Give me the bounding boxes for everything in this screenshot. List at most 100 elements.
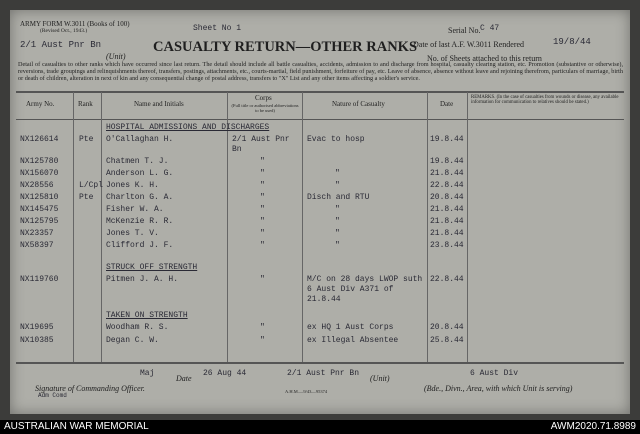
cell-nature: ": [335, 229, 340, 238]
cell-army-no: NX10385: [20, 336, 54, 345]
cell-date: 19.8.44: [430, 157, 464, 166]
column-rule: [302, 92, 303, 362]
cell-army-no: NX28556: [20, 181, 54, 190]
cell-corps: ": [260, 181, 265, 190]
remarks-header: REMARKS. (In the case of casualties from…: [471, 95, 619, 106]
cell-date: 22.8.44: [430, 275, 464, 284]
cell-name: Anderson L. G.: [106, 169, 174, 178]
cell-corps: ": [260, 205, 265, 214]
cell-corps: ": [260, 336, 265, 345]
cell-army-no: NX23357: [20, 229, 54, 238]
sheet-number: Sheet No 1: [193, 24, 242, 33]
cell-date: 19.8.44: [430, 135, 464, 144]
signature-label: Signature of Commanding Officer.: [35, 384, 145, 393]
cell-corps: ": [260, 323, 265, 332]
date-label: Date: [176, 374, 192, 383]
table-top-rule: [16, 91, 624, 93]
cell-army-no: NX19695: [20, 323, 54, 332]
form-title: CASUALTY RETURN—OTHER RANKS: [153, 39, 418, 55]
cell-date: 21.8.44: [430, 169, 464, 178]
cell-name: O'Callaghan H.: [106, 135, 174, 144]
cell-nature: ": [335, 205, 340, 214]
cell-nature: ": [335, 241, 340, 250]
cell-nature: ": [335, 181, 340, 190]
column-header: Rank: [78, 100, 93, 108]
cell-name: Charlton G. A.: [106, 193, 174, 202]
cell-date: 21.8.44: [430, 229, 464, 238]
column-header: Army No.: [26, 100, 55, 108]
cell-date: 21.8.44: [430, 217, 464, 226]
cell-name: Woodham R. S.: [106, 323, 169, 332]
print-code: A.H.M.—9/43—95374: [285, 389, 328, 394]
cell-army-no: NX156070: [20, 169, 59, 178]
cell-nature: Evac to hosp: [307, 135, 365, 144]
cell-corps: ": [260, 157, 265, 166]
header-rule: [16, 119, 624, 120]
signature-note: Adm Comd: [38, 392, 67, 399]
cell-name: Jones T. V.: [106, 229, 159, 238]
serial-number: C 47: [480, 24, 500, 33]
revised: (Revised Oct., 1943.): [40, 28, 88, 34]
cell-corps: ": [260, 241, 265, 250]
cell-name: Chatmen T. J.: [106, 157, 169, 166]
form-id: ARMY FORM W.3011 (Books of 100): [20, 20, 130, 28]
caption-right: AWM2020.71.8989: [550, 421, 636, 432]
cell-nature: ex Illegal Absentee: [307, 336, 399, 345]
cell-corps: ": [260, 169, 265, 178]
section-heading: STRUCK OFF STRENGTH: [106, 263, 198, 272]
cell-army-no: NX119760: [20, 275, 59, 284]
cell-rank: Pte: [79, 135, 94, 144]
cell-date: 20.8.44: [430, 323, 464, 332]
instructions: Detail of casualties to other ranks whic…: [18, 61, 623, 82]
cell-date: 25.8.44: [430, 336, 464, 345]
cell-date: 21.8.44: [430, 205, 464, 214]
column-rule: [101, 92, 102, 362]
cell-nature: ex HQ 1 Aust Corps: [307, 323, 394, 332]
column-rule: [427, 92, 428, 362]
cell-name: Pitmen J. A. H.: [106, 275, 179, 284]
cell-corps: ": [260, 193, 265, 202]
section-heading: TAKEN ON STRENGTH: [106, 311, 188, 320]
cell-corps: ": [260, 275, 265, 284]
column-note: (Full title or authorised abbreviations …: [231, 103, 299, 113]
column-header: Nature of Casualty: [332, 100, 385, 108]
cell-name: Jones K. H.: [106, 181, 159, 190]
column-rule: [73, 92, 74, 362]
date-last-label: Date of last A.F. W.3011 Rendered: [413, 40, 525, 49]
cell-name: Fisher W. A.: [106, 205, 164, 214]
column-rule: [227, 92, 228, 362]
cell-army-no: NX145475: [20, 205, 59, 214]
cell-corps: ": [260, 229, 265, 238]
cell-corps: 2/1 Aust Pnr Bn: [232, 135, 290, 154]
unit: 2/1 Aust Pnr Bn: [20, 40, 102, 50]
table-bottom-rule: [16, 362, 624, 364]
cell-rank: L/Cpl: [79, 181, 104, 190]
column-rule: [467, 92, 468, 362]
unit-label: (Unit): [106, 52, 126, 61]
footer-unit-label: (Unit): [370, 374, 390, 383]
cell-corps: ": [260, 217, 265, 226]
column-header: Corps: [255, 94, 272, 102]
serial-label: Serial No.: [448, 26, 481, 35]
cell-army-no: NX125780: [20, 157, 59, 166]
cell-nature: M/C on 28 days LWOP suth 6 Aust Div A371…: [307, 275, 423, 304]
footer-unit: 2/1 Aust Pnr Bn: [287, 369, 360, 378]
cell-name: Degan C. W.: [106, 336, 159, 345]
cell-name: Clifford J. F.: [106, 241, 174, 250]
cell-nature: Disch and RTU: [307, 193, 370, 202]
cell-army-no: NX125795: [20, 217, 59, 226]
cell-nature: ": [335, 169, 340, 178]
sheets-attached-label: No. of Sheets attached to this return: [427, 54, 542, 63]
cell-date: 22.8.44: [430, 181, 464, 190]
return-date: 26 Aug 44: [203, 369, 247, 378]
column-header: Name and Initials: [134, 100, 184, 108]
cell-name: McKenzie R. R.: [106, 217, 174, 226]
caption-bar: AUSTRALIAN WAR MEMORIAL AWM2020.71.8989: [0, 420, 640, 434]
co-rank: Maj: [140, 369, 155, 378]
cell-date: 20.8.44: [430, 193, 464, 202]
cell-army-no: NX125810: [20, 193, 59, 202]
column-header: Date: [440, 100, 454, 108]
caption-left: AUSTRALIAN WAR MEMORIAL: [4, 421, 149, 432]
cell-army-no: NX126614: [20, 135, 59, 144]
